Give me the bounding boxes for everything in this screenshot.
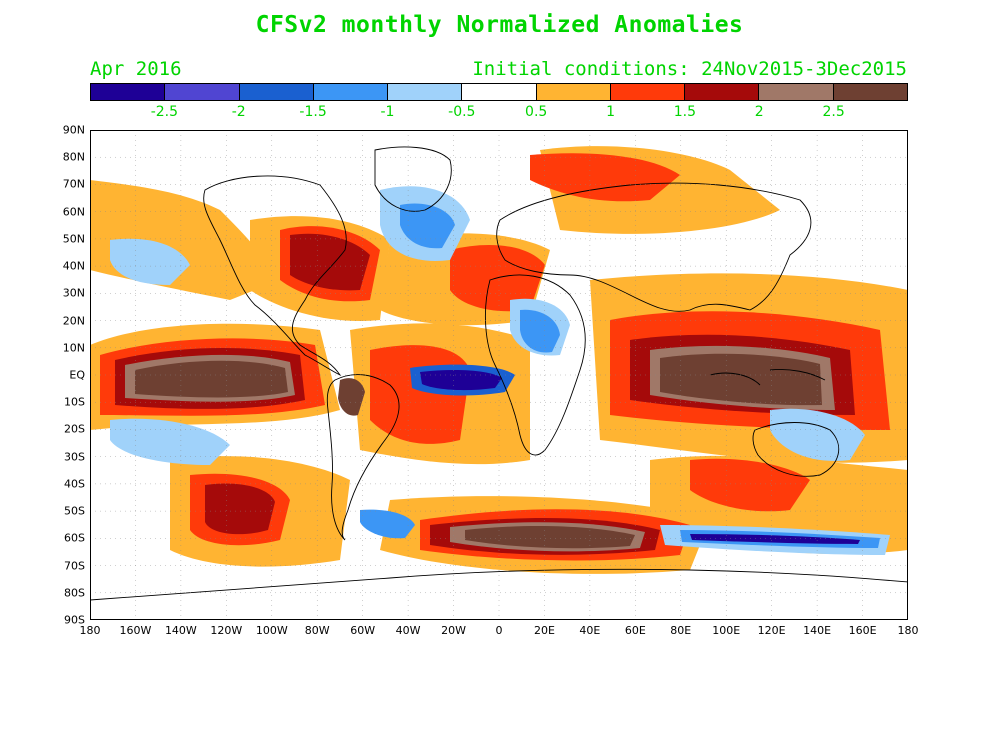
- latitude-label: 60S: [64, 531, 85, 545]
- latitude-label: 10S: [64, 395, 85, 409]
- latitude-label: EQ: [69, 368, 85, 382]
- longitude-label: 160W: [119, 624, 152, 637]
- colorbar-label: 2.5: [822, 104, 845, 120]
- longitude-label: 80E: [670, 624, 692, 637]
- south-america-outline: [326, 374, 400, 541]
- colorbar-label: 2: [754, 104, 764, 120]
- maritime-continent-outline: [709, 369, 826, 386]
- colorbar-label: 0.5: [525, 104, 548, 120]
- longitude-label: 60W: [350, 624, 376, 637]
- longitude-label: 180: [79, 624, 101, 637]
- longitude-label: 120E: [757, 624, 786, 637]
- colorbar-segment-7: [610, 84, 686, 100]
- colorbar-segment-2: [239, 84, 314, 100]
- anomaly-fields: [90, 146, 908, 574]
- chart-title: CFSv2 monthly Normalized Anomalies: [255, 12, 744, 38]
- map-frame: [90, 130, 908, 620]
- north-america-outline: [203, 175, 347, 377]
- colorbar-segment-3: [313, 84, 389, 100]
- latitude-label: 50N: [62, 232, 85, 246]
- colorbar: [90, 83, 908, 101]
- longitude-label: 160E: [848, 624, 877, 637]
- africa-outline: [484, 274, 586, 456]
- colorbar-label: 1.5: [673, 104, 697, 120]
- australia-outline: [752, 422, 840, 477]
- latitude-label: 50S: [64, 504, 85, 518]
- latitude-label: 40S: [64, 477, 85, 491]
- colorbar-segment-0: [91, 84, 166, 100]
- latitude-label: 70N: [62, 177, 85, 191]
- longitude-label: 20E: [533, 624, 555, 637]
- colorbar-label: 1: [606, 104, 615, 120]
- eurasia-outline: [496, 182, 812, 312]
- latitude-label: 30S: [64, 450, 85, 464]
- longitude-label: 20W: [441, 624, 466, 637]
- longitude-label: 140E: [803, 624, 832, 637]
- latitude-label: 70S: [64, 559, 85, 573]
- longitude-label: 40E: [579, 624, 601, 637]
- longitude-label: 140W: [164, 624, 197, 637]
- longitude-label: 100W: [255, 624, 288, 637]
- colorbar-label: -0.5: [448, 104, 476, 120]
- latitude-label: 30N: [62, 286, 85, 300]
- longitude-label: 100E: [712, 624, 741, 637]
- longitude-label: 40W: [395, 624, 421, 637]
- longitude-label: 80W: [304, 624, 330, 637]
- initial-conditions: Initial conditions: 24Nov2015-3Dec2015: [472, 58, 907, 80]
- colorbar-segment-6: [536, 84, 611, 100]
- colorbar-segment-9: [759, 84, 834, 100]
- antarctica-outline: [90, 568, 908, 601]
- latitude-label: 80S: [64, 586, 85, 600]
- colorbar-segment-4: [388, 84, 463, 100]
- latitude-label: 90N: [62, 123, 85, 137]
- anomaly-map: [90, 130, 908, 620]
- latitude-label: 10N: [62, 341, 85, 355]
- colorbar-segment-5: [462, 84, 537, 100]
- latitude-label: 20N: [62, 314, 85, 328]
- colorbar-segment-8: [685, 84, 760, 100]
- longitude-label: 180: [897, 624, 919, 637]
- greenland-outline: [374, 146, 452, 212]
- colorbar-label: -1.5: [299, 104, 327, 120]
- latitude-label: 60N: [62, 205, 85, 219]
- latitude-label: 40N: [62, 259, 85, 273]
- map-grid: [90, 130, 908, 620]
- colorbar-segment-1: [165, 84, 240, 100]
- colorbar-label: -2: [231, 104, 246, 120]
- longitude-label: 60E: [624, 624, 646, 637]
- longitude-label: 0: [495, 624, 503, 637]
- colorbar-label: -1: [380, 104, 395, 120]
- latitude-label: 90S: [64, 613, 85, 627]
- latitude-label: 20S: [64, 422, 85, 436]
- longitude-label: 120W: [210, 624, 243, 637]
- valid-month: Apr 2016: [90, 58, 182, 80]
- coastlines: [90, 146, 908, 601]
- colorbar-segment-10: [833, 84, 907, 100]
- latitude-label: 80N: [62, 150, 85, 164]
- colorbar-label: -2.5: [150, 104, 179, 120]
